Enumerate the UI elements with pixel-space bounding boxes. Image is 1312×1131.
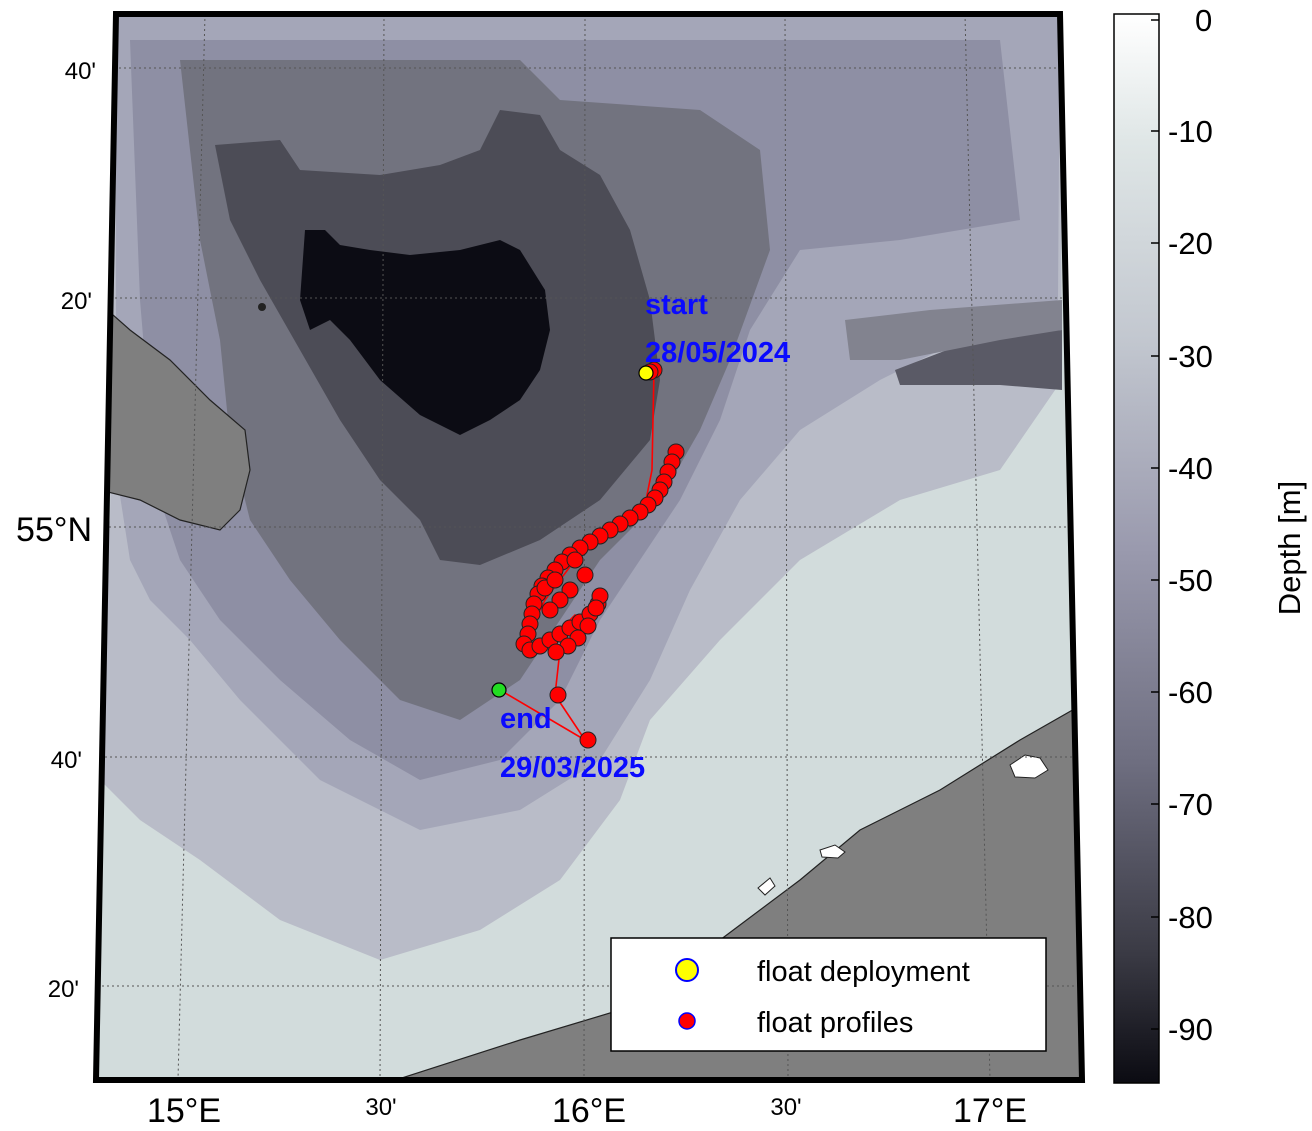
colorbar-tick: -20	[1168, 226, 1213, 261]
float-profiles	[515, 361, 685, 749]
bathymetry-map	[96, 14, 1082, 1080]
float-profile-marker	[547, 643, 565, 661]
start-label: start	[645, 289, 708, 321]
lon-label: 16°E	[552, 1092, 626, 1130]
colorbar-tick: -40	[1168, 451, 1213, 486]
float-profile-marker	[541, 601, 559, 619]
lat-label: 40'	[51, 747, 82, 774]
lat-label: 20'	[61, 288, 92, 315]
end-label: end	[500, 703, 552, 735]
yellow-circle-icon	[675, 958, 699, 982]
colorbar-tick: -30	[1168, 339, 1213, 374]
end-date-label: 29/03/2025	[500, 752, 645, 784]
colorbar-tick: -80	[1168, 900, 1213, 935]
graticule	[97, 13, 1079, 1081]
float-profile-marker	[549, 686, 567, 704]
colorbar-tick: -50	[1168, 563, 1213, 598]
lon-label: 30'	[365, 1094, 396, 1121]
lat-label: 40'	[65, 58, 96, 85]
lat-label: 55°N	[16, 511, 92, 549]
colorbar-tick: 0	[1195, 3, 1212, 38]
float-deployment-marker	[638, 365, 654, 381]
start-date-label: 28/05/2024	[645, 337, 790, 369]
colorbar-tick: -60	[1168, 675, 1213, 710]
lon-label: 17°E	[953, 1092, 1027, 1130]
legend: float deployment float profiles	[610, 937, 1047, 1052]
lon-label: 15°E	[147, 1092, 221, 1130]
lon-label: 30'	[770, 1094, 801, 1121]
legend-label: float profiles	[757, 1007, 913, 1039]
float-profile-marker	[579, 617, 597, 635]
red-circle-icon	[678, 1012, 696, 1030]
colorbar-tick: -70	[1168, 787, 1213, 822]
colorbar-title: Depth [m]	[1272, 481, 1307, 615]
float-end-marker	[491, 682, 507, 698]
colorbar-tick: -90	[1168, 1012, 1213, 1047]
map-frame	[92, 11, 1086, 1083]
colorbar: 0 -10 -20 -30 -40 -50 -60 -70 -80 -90 De…	[1113, 3, 1307, 1084]
float-profile-marker	[576, 566, 594, 584]
float-profile-marker	[579, 731, 597, 749]
float-profile-marker	[546, 571, 564, 589]
legend-label: float deployment	[757, 956, 970, 988]
colorbar-tick: -10	[1168, 114, 1213, 149]
float-profile-marker	[566, 551, 584, 569]
lat-label: 20'	[48, 976, 79, 1003]
float-profile-marker	[587, 599, 605, 617]
